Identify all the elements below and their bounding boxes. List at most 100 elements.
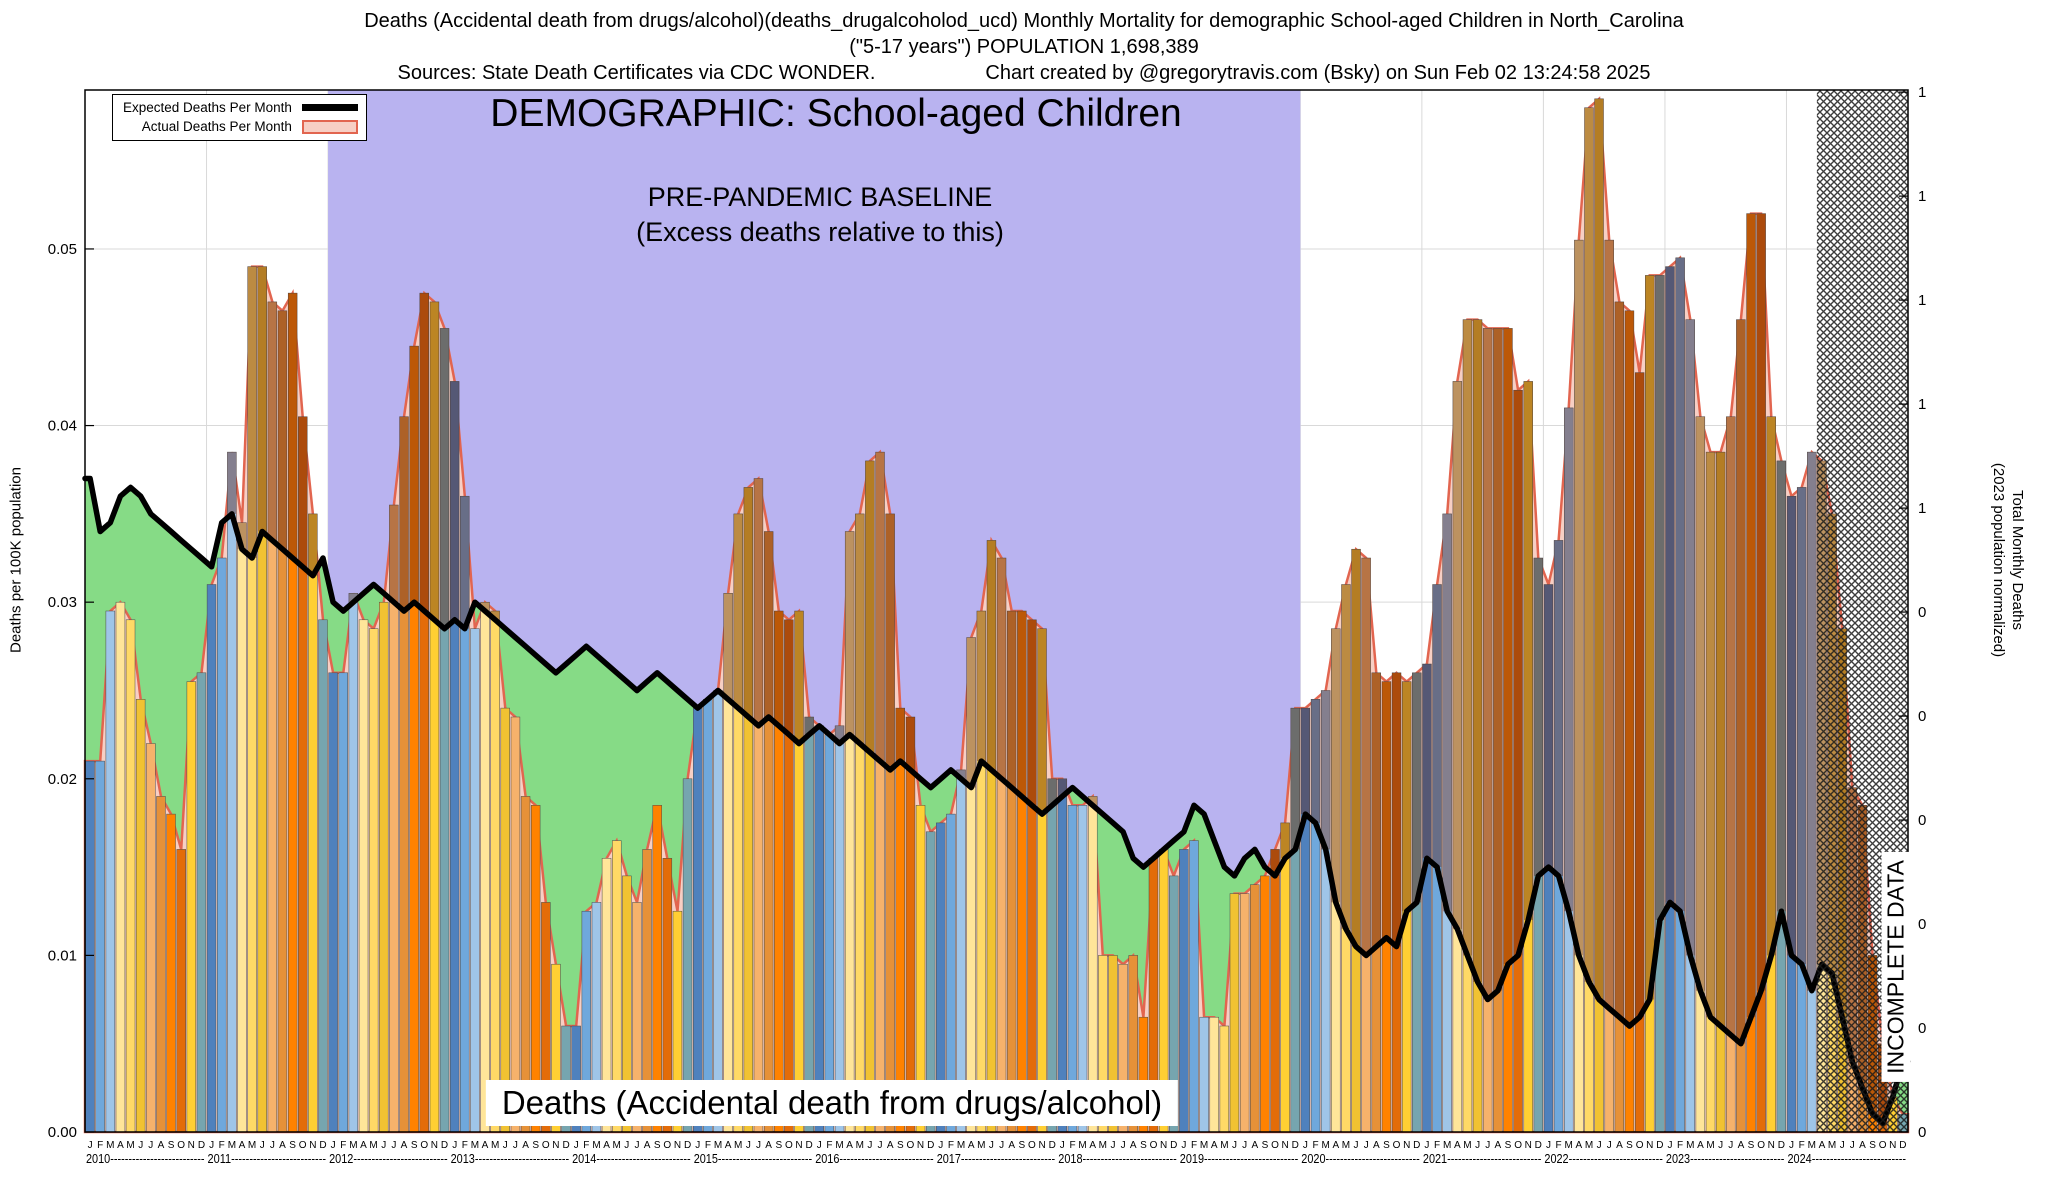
svg-text:M: M	[734, 1140, 742, 1151]
svg-text:F: F	[219, 1140, 225, 1151]
svg-text:0: 0	[1918, 708, 1926, 725]
svg-text:N: N	[188, 1140, 195, 1151]
svg-text:S: S	[775, 1140, 782, 1151]
svg-text:J: J	[1303, 1140, 1308, 1151]
svg-text:S: S	[1383, 1140, 1390, 1151]
svg-text:S: S	[1869, 1140, 1876, 1151]
bar	[480, 601, 490, 1133]
svg-text:2017--------------------------: 2017--------------------------	[937, 1152, 1055, 1166]
svg-text:A: A	[1575, 1140, 1582, 1151]
svg-text:2012--------------------------: 2012--------------------------	[329, 1152, 448, 1166]
svg-text:A: A	[1008, 1140, 1015, 1151]
svg-text:N: N	[917, 1140, 924, 1151]
bar	[125, 619, 136, 1133]
bar	[85, 760, 95, 1133]
svg-text:1: 1	[1918, 396, 1926, 413]
left-axis-ticks: 0.00 0.01 0.02 0.03 0.04 0.05	[48, 241, 94, 1141]
svg-text:O: O	[1757, 1140, 1765, 1151]
cause-of-death-label: Deaths (Accidental death from drugs/alco…	[485, 1080, 1179, 1126]
svg-text:A: A	[846, 1140, 853, 1151]
svg-text:M: M	[1078, 1140, 1086, 1151]
svg-text:1: 1	[1918, 84, 1926, 101]
svg-text:J: J	[1111, 1140, 1116, 1151]
bar	[237, 522, 247, 1133]
svg-text:M: M	[471, 1140, 479, 1151]
svg-text:J: J	[1475, 1140, 1480, 1151]
svg-text:N: N	[431, 1140, 438, 1151]
svg-text:F: F	[340, 1140, 346, 1151]
bar	[470, 628, 480, 1133]
y-axis-title-right: Total Monthly Deaths (2023 population no…	[1989, 463, 2027, 657]
svg-text:0.00: 0.00	[48, 1124, 77, 1141]
chart-header: Deaths (Accidental death from drugs/alco…	[0, 8, 2048, 86]
svg-text:2016--------------------------: 2016--------------------------	[815, 1152, 934, 1166]
bar	[308, 513, 318, 1133]
svg-text:J: J	[574, 1140, 579, 1151]
svg-text:J: J	[331, 1140, 336, 1151]
svg-text:N: N	[1768, 1140, 1775, 1151]
svg-text:0: 0	[1918, 1020, 1926, 1037]
svg-text:A: A	[279, 1140, 286, 1151]
svg-text:A: A	[1251, 1140, 1258, 1151]
bar	[95, 760, 105, 1133]
excess-shade-layer	[227, 98, 1888, 1124]
bar	[804, 716, 814, 1133]
bar	[217, 557, 227, 1133]
svg-text:A: A	[603, 1140, 610, 1151]
svg-text:1: 1	[1918, 292, 1926, 309]
svg-text:A: A	[1616, 1140, 1623, 1151]
svg-text:J: J	[260, 1140, 265, 1151]
svg-text:J: J	[1485, 1140, 1490, 1151]
svg-text:J: J	[1424, 1140, 1429, 1151]
svg-text:J: J	[391, 1140, 396, 1151]
svg-text:F: F	[1556, 1140, 1562, 1151]
bar	[1260, 875, 1270, 1133]
svg-text:N: N	[309, 1140, 316, 1151]
svg-text:J: J	[989, 1140, 994, 1151]
bar	[956, 769, 966, 1133]
svg-text:J: J	[635, 1140, 640, 1151]
svg-text:N: N	[1889, 1140, 1896, 1151]
svg-text:A: A	[360, 1140, 367, 1151]
svg-text:F: F	[705, 1140, 711, 1151]
svg-text:J: J	[138, 1140, 143, 1151]
bar	[338, 672, 348, 1133]
svg-text:N: N	[1403, 1140, 1410, 1151]
bar	[328, 672, 338, 1133]
svg-text:J: J	[1364, 1140, 1369, 1151]
svg-text:J: J	[1232, 1140, 1237, 1151]
svg-text:A: A	[1373, 1140, 1380, 1151]
svg-text:J: J	[867, 1140, 872, 1151]
svg-text:A: A	[401, 1140, 408, 1151]
svg-text:1: 1	[1918, 500, 1926, 517]
bar	[1270, 849, 1280, 1133]
svg-text:M: M	[106, 1140, 114, 1151]
svg-text:A: A	[1454, 1140, 1461, 1151]
svg-text:D: D	[562, 1140, 569, 1151]
svg-text:O: O	[1514, 1140, 1522, 1151]
svg-text:N: N	[1525, 1140, 1532, 1151]
svg-text:2024--------------------------: 2024--------------------------	[1788, 1152, 1907, 1166]
svg-text:J: J	[756, 1140, 761, 1151]
svg-text:J: J	[1789, 1140, 1794, 1151]
actual-area-swatch	[301, 119, 358, 134]
svg-text:D: D	[1535, 1140, 1542, 1151]
svg-text:D: D	[1049, 1140, 1056, 1151]
svg-text:M: M	[228, 1140, 236, 1151]
bar	[348, 593, 359, 1133]
svg-text:S: S	[1748, 1140, 1755, 1151]
svg-text:F: F	[826, 1140, 832, 1151]
bar	[105, 610, 116, 1133]
svg-text:J: J	[381, 1140, 386, 1151]
svg-text:D: D	[1413, 1140, 1420, 1151]
svg-text:2023--------------------------: 2023--------------------------	[1666, 1152, 1785, 1166]
bar	[1209, 1016, 1219, 1133]
svg-text:J: J	[1181, 1140, 1186, 1151]
svg-text:S: S	[289, 1140, 296, 1151]
bar	[196, 672, 207, 1133]
svg-text:2010--------------------------: 2010--------------------------	[86, 1152, 205, 1166]
svg-text:J: J	[1121, 1140, 1126, 1151]
